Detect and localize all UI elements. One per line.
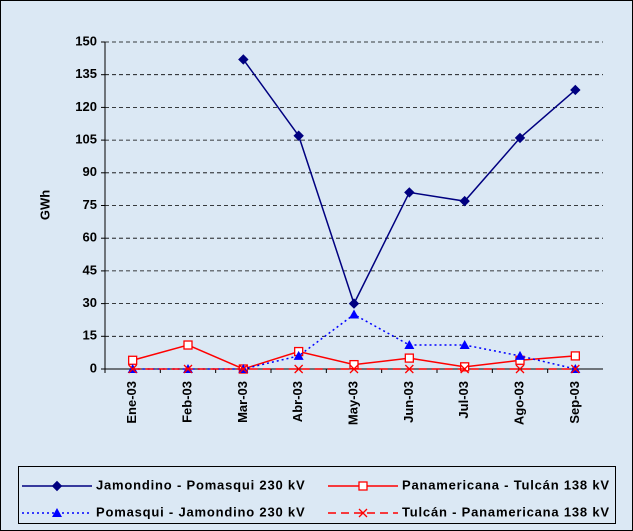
data-point xyxy=(514,132,526,144)
data-point xyxy=(293,130,304,141)
data-point xyxy=(460,364,470,374)
y-tick-label: 150 xyxy=(75,33,97,48)
y-axis-label: GWh xyxy=(37,190,52,220)
data-point xyxy=(404,187,415,198)
data-point xyxy=(349,309,359,319)
data-point xyxy=(404,353,414,363)
x-tick-label: Ago-03 xyxy=(511,381,526,425)
data-point xyxy=(404,340,415,350)
data-point xyxy=(348,298,360,309)
y-tick-label: 120 xyxy=(75,99,97,114)
legend-label: Jamondino - Pomasqui 230 kV xyxy=(96,477,305,492)
legend-label: Tulcán - Panamericana 138 kV xyxy=(402,504,610,519)
y-tick-label: 60 xyxy=(83,230,97,245)
x-tick-label: Ene-03 xyxy=(124,381,139,424)
data-point xyxy=(183,364,193,374)
y-tick-label: 30 xyxy=(83,295,97,310)
legend-marker xyxy=(358,508,368,518)
data-point xyxy=(570,351,580,361)
legend-marker xyxy=(52,508,62,517)
x-tick-label: Sep-03 xyxy=(567,381,582,424)
data-point xyxy=(128,355,138,365)
data-point xyxy=(294,364,304,374)
data-point xyxy=(459,340,470,350)
data-point xyxy=(238,54,249,65)
data-point xyxy=(570,364,580,374)
y-tick-label: 15 xyxy=(83,328,97,343)
data-point xyxy=(128,364,138,374)
y-tick-label: 105 xyxy=(75,132,97,147)
data-point xyxy=(349,364,359,374)
data-point xyxy=(515,364,525,374)
legend-marker xyxy=(51,480,63,492)
y-tick-label: 135 xyxy=(75,66,97,81)
data-point xyxy=(459,195,470,207)
x-tick-label: Mar-03 xyxy=(235,381,250,423)
data-point xyxy=(570,84,581,96)
x-tick-label: Jun-03 xyxy=(401,381,416,423)
x-tick-label: Abr-03 xyxy=(290,381,305,422)
data-point xyxy=(293,350,304,360)
y-tick-label: 90 xyxy=(83,164,97,179)
data-point xyxy=(404,364,414,374)
legend-label: Panamericana - Tulcán 138 kV xyxy=(402,477,610,492)
data-point xyxy=(349,359,359,370)
y-tick-label: 45 xyxy=(83,262,97,277)
data-point xyxy=(238,364,248,374)
legend-label: Pomasqui - Jamondino 230 kV xyxy=(96,504,305,519)
x-tick-label: Jul-03 xyxy=(456,381,471,419)
data-point xyxy=(460,362,470,372)
x-tick-label: Feb-03 xyxy=(179,381,194,423)
y-tick-label: 75 xyxy=(83,197,97,212)
legend-marker xyxy=(358,481,368,491)
data-point xyxy=(515,350,525,360)
legend-box xyxy=(18,466,616,524)
y-tick-label: 0 xyxy=(90,360,97,375)
data-point xyxy=(183,340,193,350)
x-tick-label: May-03 xyxy=(345,381,360,425)
